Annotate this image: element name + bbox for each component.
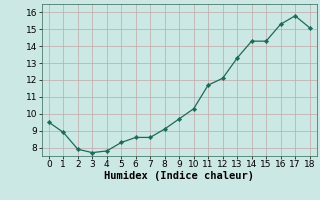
X-axis label: Humidex (Indice chaleur): Humidex (Indice chaleur) — [104, 171, 254, 181]
